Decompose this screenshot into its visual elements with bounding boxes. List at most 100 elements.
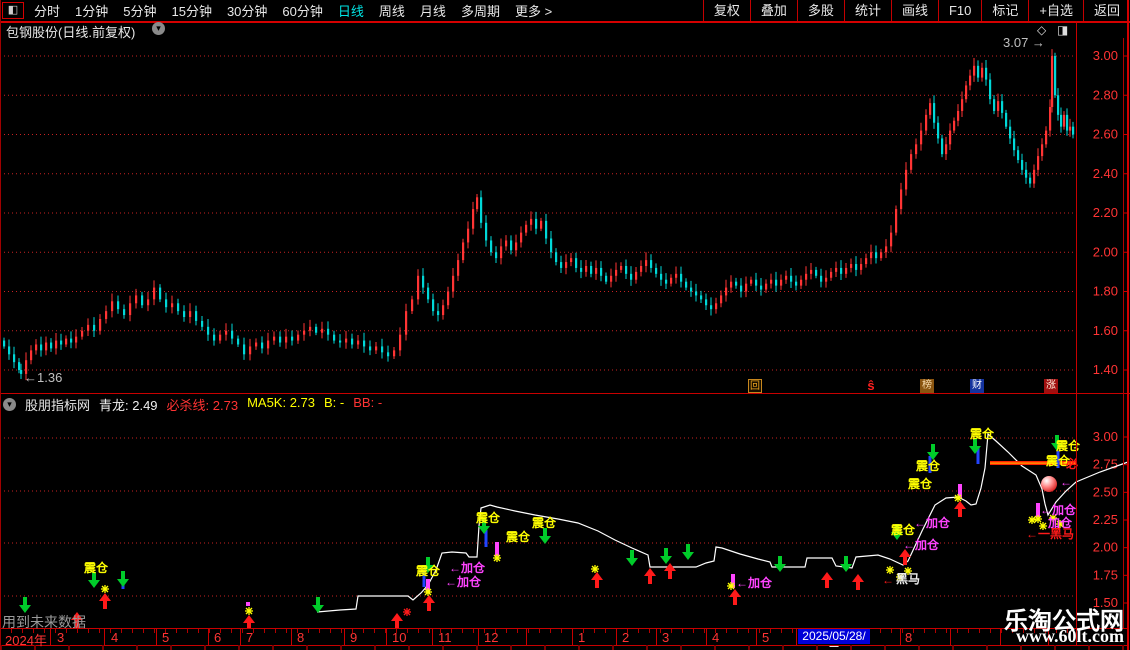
- menu-item-tool-7[interactable]: +自选: [1028, 0, 1083, 21]
- menu-item-period-2[interactable]: 5分钟: [123, 4, 157, 19]
- signal-star: [403, 608, 411, 616]
- signal-down-arrow: [539, 528, 551, 544]
- qinglong-line: [316, 432, 1129, 613]
- event-icon-2[interactable]: 榜: [920, 379, 934, 393]
- collapse-chevron-icon[interactable]: ▾: [3, 397, 16, 411]
- signal-up-arrow: [423, 595, 435, 611]
- signal-down-arrow: [682, 544, 694, 560]
- indicator-source: 股朋指标网: [25, 397, 91, 413]
- x-axis-label-7: 9: [350, 630, 358, 645]
- main-y-label: 2.00: [1093, 244, 1118, 259]
- signal-down-arrow: [840, 556, 852, 572]
- x-axis-label-2: 4: [111, 630, 119, 645]
- x-axis-divider: [950, 629, 951, 645]
- event-icon-1[interactable]: ŝ: [867, 378, 875, 393]
- signal-down-arrow: [660, 548, 672, 564]
- event-icon-0[interactable]: 回: [748, 379, 762, 393]
- indicator-y-label: 2.00: [1093, 540, 1118, 555]
- menu-item-period-9[interactable]: 多周期: [460, 4, 500, 19]
- main-y-label: 2.80: [1093, 87, 1118, 102]
- heima-label: 必: [1065, 456, 1078, 471]
- layout-split-icon[interactable]: ◧: [2, 2, 24, 19]
- menu-item-period-5[interactable]: 60分钟: [282, 4, 323, 19]
- menu-item-period-3[interactable]: 15分钟: [171, 4, 212, 19]
- menu-item-period-0[interactable]: 分时: [34, 4, 61, 19]
- menu-item-period-6[interactable]: 日线: [337, 4, 364, 19]
- indicator-y-label: 2.50: [1093, 484, 1118, 499]
- signal-star: [886, 566, 894, 574]
- x-axis-label-6: 8: [297, 630, 305, 645]
- menu-item-tool-1[interactable]: 叠加: [749, 0, 797, 21]
- signal-blue-bar: [484, 530, 488, 547]
- signal-star: [1034, 515, 1042, 523]
- zhencang-label: 震仓: [916, 458, 941, 473]
- signal-up-arrow: [644, 568, 656, 584]
- main-y-label: 1.60: [1093, 323, 1118, 338]
- x-axis-label-3: 5: [162, 630, 170, 645]
- event-icon-3[interactable]: 财: [970, 379, 984, 393]
- signal-down-arrow: [969, 438, 981, 454]
- low-annotation: ←1.36: [24, 370, 62, 385]
- date-highlight: 2025/05/28/三: [798, 629, 870, 650]
- jiacang-label: ←加仓: [914, 515, 951, 530]
- menu-item-tool-0[interactable]: 复权: [702, 0, 750, 21]
- chevron-down-icon[interactable]: ▾: [152, 22, 165, 35]
- x-axis-divider: [386, 629, 387, 645]
- top-menu-bar: ◧ 分时 1分钟 5分钟 15分钟 30分钟 60分钟 日线 周线 月线 多周期 更多 > 复权 叠加…: [0, 0, 1130, 23]
- menu-item-period-1[interactable]: 1分钟: [75, 4, 109, 19]
- signal-blue-bar: [422, 570, 426, 587]
- signal-star: [1039, 522, 1047, 530]
- bottom-strip: [0, 645, 1127, 650]
- x-axis-divider: [478, 629, 479, 645]
- main-y-label: 2.60: [1093, 127, 1118, 142]
- menu-item-tool-3[interactable]: 统计: [843, 0, 891, 21]
- menu-item-period-4[interactable]: 30分钟: [226, 4, 268, 19]
- jiacang-label: ←加仓: [1040, 502, 1077, 517]
- x-axis-divider: [1048, 629, 1049, 645]
- x-axis-divider: [291, 629, 292, 645]
- menu-item-tool-8[interactable]: 返回: [1082, 0, 1130, 21]
- menu-item-period-10[interactable]: 更多 >: [514, 4, 553, 19]
- signal-magenta-dot: [246, 602, 250, 606]
- x-axis-divider: [432, 629, 433, 645]
- signal-up-arrow: [243, 615, 255, 631]
- right-border: [1127, 0, 1129, 650]
- zhencang-label: 震仓: [908, 476, 933, 491]
- jiacang-label: ←加仓: [449, 560, 486, 575]
- diamond-icon[interactable]: ◇: [1037, 23, 1047, 37]
- menu-item-period-8[interactable]: 月线: [419, 4, 446, 19]
- menu-item-tool-6[interactable]: 标记: [981, 0, 1028, 21]
- period-menu: 分时 1分钟 5分钟 15分钟 30分钟 60分钟 日线 周线 月线 多周期 更多 >: [34, 0, 552, 21]
- jiacang-label: ←加仓: [445, 574, 482, 589]
- main-y-label: 2.40: [1093, 166, 1118, 181]
- indicator-y-label: 2.25: [1093, 512, 1118, 527]
- event-icon-4[interactable]: 涨: [1044, 379, 1058, 393]
- x-axis-divider: [208, 629, 209, 645]
- menu-item-tool-5[interactable]: F10: [937, 0, 981, 21]
- watermark-url: www.60lt.com: [1016, 626, 1124, 646]
- x-axis-divider: [572, 629, 573, 645]
- x-axis-divider: [900, 629, 901, 645]
- heima-white-label: 黑马: [896, 572, 920, 586]
- indicator-field-4: BB: -: [353, 394, 383, 410]
- main-y-label: 1.40: [1093, 362, 1118, 377]
- indicator-values: 青龙: 2.49 必杀线: 2.73 MA5K: 2.73 B: - BB: -: [99, 395, 382, 414]
- menu-item-tool-2[interactable]: 多股: [796, 0, 844, 21]
- zhencang-label: 震仓: [970, 426, 995, 441]
- signal-down-arrow: [774, 556, 786, 572]
- title-bar: 包钢股份(日线.前复权) ▾ ◇ ◨: [0, 22, 1075, 40]
- indicator-y-label: 2.75: [1093, 457, 1118, 472]
- menu-item-tool-4[interactable]: 画线: [890, 0, 938, 21]
- signal-up-arrow: [71, 612, 83, 628]
- zhencang-label: 震仓: [476, 510, 501, 525]
- axis-rail-line: [1123, 38, 1124, 628]
- split-view-icon[interactable]: ◨: [1057, 23, 1069, 37]
- tools-menu: 复权 叠加 多股 统计 画线 F10 标记 +自选 返回: [702, 0, 1130, 21]
- x-axis-divider: [796, 629, 797, 645]
- heima-label: ←: [882, 573, 894, 587]
- signal-up-arrow: [899, 549, 911, 565]
- menu-item-period-7[interactable]: 周线: [378, 4, 405, 19]
- x-axis-label-8: 10: [392, 630, 407, 645]
